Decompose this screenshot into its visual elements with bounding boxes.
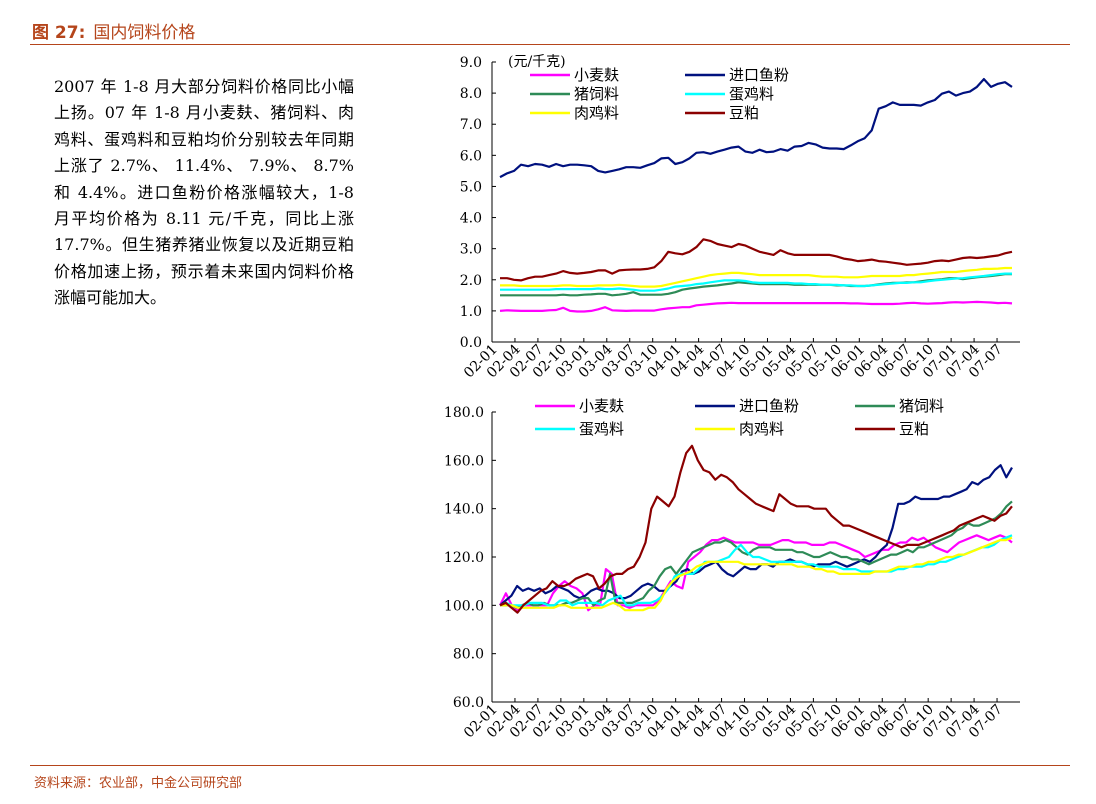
y-tick-label-1: 180.0 xyxy=(444,405,484,421)
legend-label-0-1: 进口鱼粉 xyxy=(729,66,789,84)
series-line-0-1 xyxy=(499,77,1013,179)
y-tick-label-0: 3.0 xyxy=(460,242,482,258)
legend-label-0-0: 小麦麸 xyxy=(574,66,619,84)
header-divider xyxy=(30,44,1070,45)
series-line-0-0 xyxy=(499,300,1013,313)
commentary-paragraph: 2007 年 1-8 月大部分饲料价格同比小幅上扬。07 年 1-8 月小麦麸、… xyxy=(54,77,354,308)
series-line-0-2 xyxy=(500,273,1012,297)
y-tick-label-0: 4.0 xyxy=(460,211,482,227)
y-tick-label-0: 8.0 xyxy=(460,86,482,102)
series-line-1-4 xyxy=(500,536,1013,612)
legend-label-0-3: 蛋鸡料 xyxy=(729,85,774,103)
series-line-1-5 xyxy=(499,444,1013,614)
legend-label-1-0: 小麦麸 xyxy=(579,397,624,415)
legend-label-1-4: 肉鸡料 xyxy=(739,420,784,438)
legend-label-1-3: 蛋鸡料 xyxy=(579,420,624,438)
series-line-0-4 xyxy=(500,266,1012,288)
series-line-0-5 xyxy=(500,238,1013,282)
y-tick-label-1: 60.0 xyxy=(453,695,484,711)
legend-label-0-4: 肉鸡料 xyxy=(574,104,619,122)
y-tick-label-0: 2.0 xyxy=(460,273,482,289)
y-tick-label-1: 160.0 xyxy=(444,453,484,469)
legend-label-0-5: 豆粕 xyxy=(729,104,759,122)
y-unit-label-0: (元/千克) xyxy=(508,54,566,70)
figure-number: 图 27: xyxy=(32,23,86,43)
y-tick-label-0: 1.0 xyxy=(460,304,482,320)
y-tick-label-0: 0.0 xyxy=(460,335,482,351)
series-line-1-2 xyxy=(500,500,1013,609)
source-note: 资料来源：农业部，中金公司研究部 xyxy=(34,776,243,791)
series-line-0-3 xyxy=(500,272,1012,292)
figure-header: 图 27: 国内饲料价格 xyxy=(32,18,195,43)
series-line-1-0 xyxy=(499,534,1013,612)
legend-label-0-2: 猪饲料 xyxy=(574,85,619,103)
legend-label-1-5: 豆粕 xyxy=(899,420,929,438)
y-tick-label-0: 7.0 xyxy=(460,117,482,133)
y-tick-label-1: 120.0 xyxy=(444,550,484,566)
legend-label-1-1: 进口鱼粉 xyxy=(739,397,799,415)
legend-label-1-2: 猪饲料 xyxy=(899,397,944,415)
y-tick-label-1: 140.0 xyxy=(444,502,484,518)
y-tick-label-0: 6.0 xyxy=(460,148,482,164)
footer-divider xyxy=(30,765,1070,766)
y-tick-label-0: 5.0 xyxy=(460,179,482,195)
series-line-1-3 xyxy=(499,534,1013,607)
y-tick-label-1: 80.0 xyxy=(453,647,484,663)
figure-title: 国内饲料价格 xyxy=(93,23,196,43)
y-tick-label-0: 9.0 xyxy=(460,55,482,71)
y-tick-label-1: 100.0 xyxy=(444,598,484,614)
series-line-1-1 xyxy=(499,464,1013,607)
